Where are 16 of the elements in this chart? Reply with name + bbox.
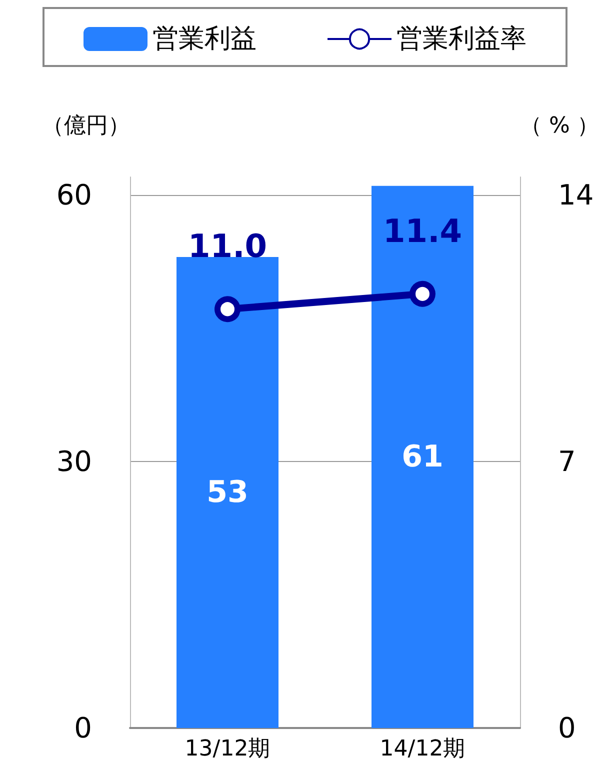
- x-tick-label: 13/12期: [184, 736, 270, 762]
- y2-tick-label: 7: [558, 444, 576, 478]
- y2-tick-label: 14: [558, 178, 594, 212]
- data-label: 61: [402, 439, 444, 474]
- data-label: 53: [206, 474, 248, 510]
- legend-label: 営業利益率: [396, 24, 526, 54]
- legend-label: 営業利益: [152, 24, 256, 54]
- y-axis-title: （億円）: [42, 114, 130, 138]
- y-tick-label: 0: [74, 712, 92, 744]
- data-label: 11.4: [383, 212, 462, 250]
- y2-axis-title: （ % ）: [520, 114, 599, 138]
- data-label: 11.0: [188, 227, 267, 266]
- x-tick-label: 14/12期: [380, 736, 466, 762]
- y-tick-label: 60: [56, 178, 92, 212]
- y-tick-label: 30: [56, 444, 92, 478]
- y2-tick-label: 0: [558, 712, 576, 744]
